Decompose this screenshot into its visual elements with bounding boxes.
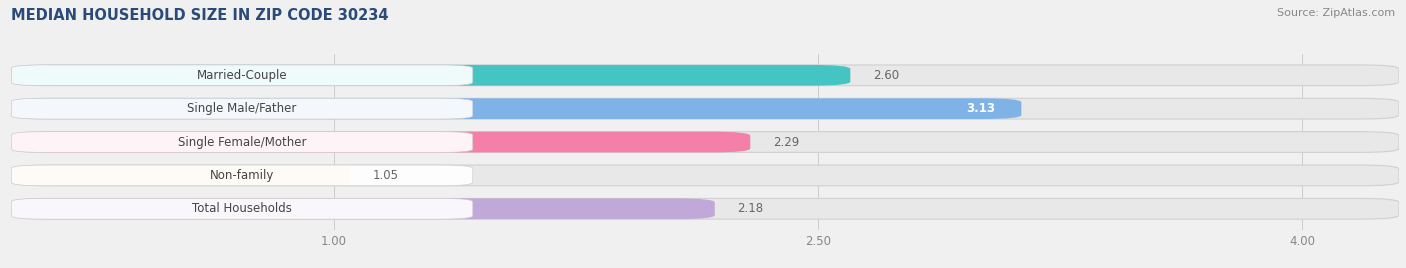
Text: 2.60: 2.60 (873, 69, 898, 82)
FancyBboxPatch shape (11, 165, 1399, 186)
FancyBboxPatch shape (11, 132, 1399, 152)
FancyBboxPatch shape (11, 98, 472, 119)
FancyBboxPatch shape (11, 165, 472, 186)
FancyBboxPatch shape (11, 65, 472, 86)
FancyBboxPatch shape (11, 65, 1399, 86)
FancyBboxPatch shape (11, 198, 714, 219)
FancyBboxPatch shape (11, 165, 350, 186)
FancyBboxPatch shape (11, 198, 1399, 219)
Text: Married-Couple: Married-Couple (197, 69, 287, 82)
Text: Single Female/Mother: Single Female/Mother (177, 136, 307, 148)
FancyBboxPatch shape (11, 65, 851, 86)
Text: 3.13: 3.13 (966, 102, 995, 115)
Text: Non-family: Non-family (209, 169, 274, 182)
FancyBboxPatch shape (11, 132, 472, 152)
FancyBboxPatch shape (11, 98, 1399, 119)
Text: 2.18: 2.18 (737, 202, 763, 215)
Text: MEDIAN HOUSEHOLD SIZE IN ZIP CODE 30234: MEDIAN HOUSEHOLD SIZE IN ZIP CODE 30234 (11, 8, 388, 23)
Text: 1.05: 1.05 (373, 169, 399, 182)
FancyBboxPatch shape (11, 132, 751, 152)
Text: Single Male/Father: Single Male/Father (187, 102, 297, 115)
Text: Total Households: Total Households (193, 202, 292, 215)
FancyBboxPatch shape (11, 198, 472, 219)
FancyBboxPatch shape (11, 98, 1021, 119)
Text: 2.29: 2.29 (773, 136, 799, 148)
Text: Source: ZipAtlas.com: Source: ZipAtlas.com (1277, 8, 1395, 18)
